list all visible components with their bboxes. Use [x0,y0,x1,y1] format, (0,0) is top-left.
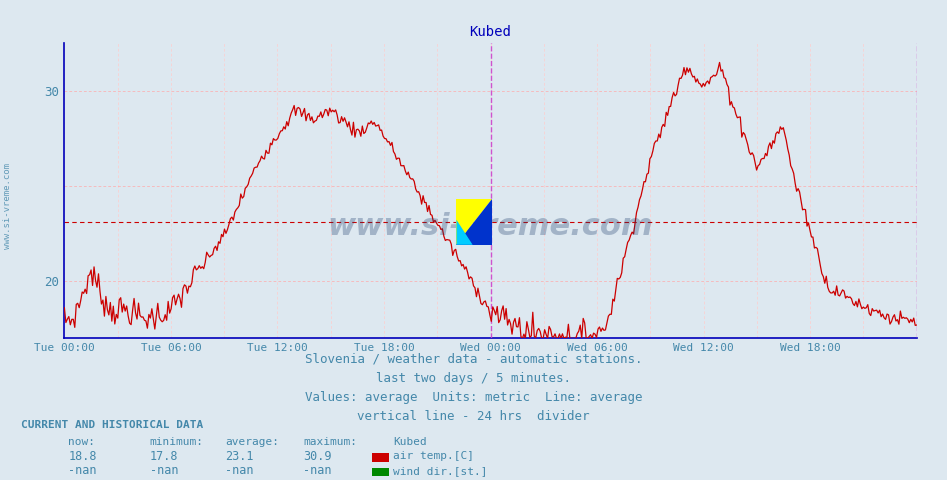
Text: 17.8: 17.8 [150,450,178,463]
Text: 18.8: 18.8 [68,450,97,463]
Text: average:: average: [225,437,279,447]
Text: -nan: -nan [150,464,178,477]
Text: -nan: -nan [225,464,254,477]
Text: vertical line - 24 hrs  divider: vertical line - 24 hrs divider [357,410,590,423]
Text: 30.9: 30.9 [303,450,331,463]
Text: -nan: -nan [303,464,331,477]
Text: 23.1: 23.1 [225,450,254,463]
Text: wind dir.[st.]: wind dir.[st.] [393,466,488,476]
Text: Kubed: Kubed [393,437,427,447]
Text: air temp.[C]: air temp.[C] [393,451,474,461]
Polygon shape [456,199,492,245]
Text: www.si-vreme.com: www.si-vreme.com [3,163,12,250]
Text: Values: average  Units: metric  Line: average: Values: average Units: metric Line: aver… [305,391,642,404]
Text: minimum:: minimum: [150,437,204,447]
Text: maximum:: maximum: [303,437,357,447]
Text: Slovenia / weather data - automatic stations.: Slovenia / weather data - automatic stat… [305,353,642,366]
Text: CURRENT AND HISTORICAL DATA: CURRENT AND HISTORICAL DATA [21,420,203,430]
Title: Kubed: Kubed [470,25,511,39]
Text: last two days / 5 minutes.: last two days / 5 minutes. [376,372,571,385]
Polygon shape [456,220,473,245]
Text: -nan: -nan [68,464,97,477]
Text: now:: now: [68,437,96,447]
Text: www.si-vreme.com: www.si-vreme.com [328,212,653,241]
Polygon shape [456,199,492,245]
